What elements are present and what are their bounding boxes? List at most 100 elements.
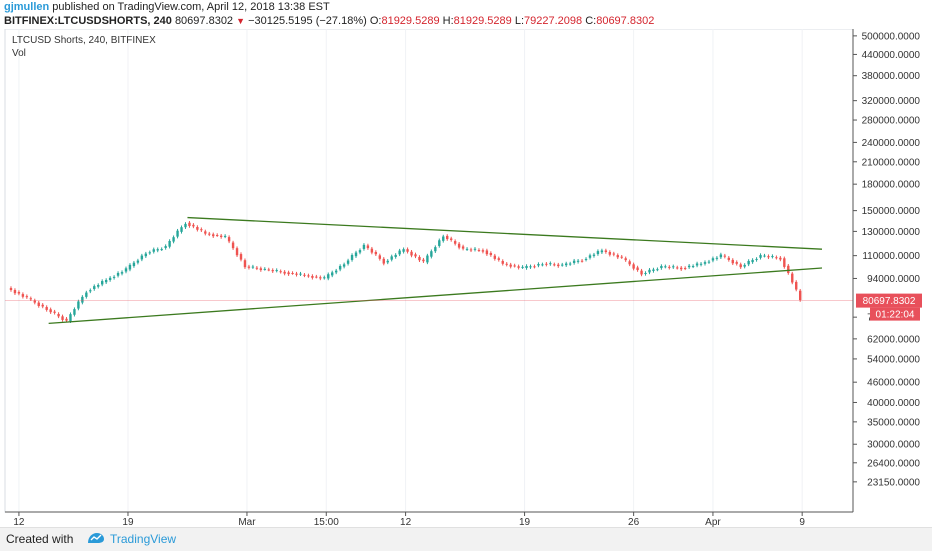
candle-body xyxy=(477,249,481,251)
candle-body xyxy=(251,266,255,268)
y-tick-label: 150000.0000 xyxy=(862,206,921,217)
candle-body xyxy=(41,304,44,307)
candle-body xyxy=(588,255,592,258)
candle-body xyxy=(81,296,84,303)
candle-body xyxy=(275,270,278,272)
candle-body xyxy=(196,226,199,230)
candle-body xyxy=(715,257,719,259)
candle-body xyxy=(787,265,790,274)
candle-body xyxy=(557,264,560,267)
y-tick-label: 35000.0000 xyxy=(867,417,920,428)
candle-body xyxy=(176,230,179,237)
candle-body xyxy=(29,298,33,300)
candle-body xyxy=(624,258,627,261)
candle-body xyxy=(77,301,80,309)
candle-body xyxy=(549,263,552,265)
tradingview-brand-link[interactable]: TradingView xyxy=(110,532,177,546)
candle-body xyxy=(323,277,326,279)
candle-body xyxy=(69,314,72,322)
candle-body xyxy=(148,252,151,254)
candle-body xyxy=(9,288,13,291)
y-tick-label: 440000.0000 xyxy=(862,50,921,61)
candle-body xyxy=(672,266,675,268)
candle-body xyxy=(192,224,195,227)
time-axis[interactable]: 12 19 Mar 15:00 12 19 26 Apr 9 xyxy=(13,512,805,528)
candles xyxy=(9,220,802,324)
candle-body xyxy=(699,263,703,265)
candle-body xyxy=(707,261,711,263)
candle-body xyxy=(319,277,322,279)
candle-body xyxy=(346,260,350,264)
candle-body xyxy=(648,269,651,273)
candle-body xyxy=(572,260,576,263)
candle-body xyxy=(188,222,191,227)
candle-body xyxy=(723,255,727,257)
tradingview-logo-icon[interactable] xyxy=(86,531,106,545)
candle-body xyxy=(283,271,286,274)
y-tick-label: 500000.0000 xyxy=(862,31,921,42)
candle-body xyxy=(334,270,338,273)
high-label: H: xyxy=(442,15,454,27)
candle-body xyxy=(33,300,36,303)
close-value: 80697.8302 xyxy=(596,15,655,27)
candle-body xyxy=(683,268,687,270)
candle-body xyxy=(553,264,556,266)
candle-body xyxy=(759,255,762,258)
candle-body xyxy=(596,251,600,255)
candle-body xyxy=(307,275,310,277)
candle-body xyxy=(132,262,136,267)
candle-body xyxy=(584,258,588,260)
upper-trendline[interactable] xyxy=(187,216,823,250)
trendlines[interactable] xyxy=(5,216,853,324)
last-price-tag xyxy=(856,293,922,308)
legend-vol: Vol xyxy=(12,48,26,59)
candle-body xyxy=(656,269,659,271)
candle-body xyxy=(505,263,508,265)
price-axis[interactable]: 500000.0000 440000.0000 380000.0000 320000.… xyxy=(853,31,920,488)
candle-body xyxy=(751,259,754,263)
candle-body xyxy=(164,246,167,248)
candle-body xyxy=(37,302,40,306)
candle-body xyxy=(402,249,405,252)
y-tick-label: 23150.0000 xyxy=(867,477,920,488)
candle-body xyxy=(418,256,421,261)
candle-body xyxy=(291,273,294,275)
candle-body xyxy=(382,258,385,264)
candle-body xyxy=(61,316,64,320)
candle-body xyxy=(442,236,445,241)
candle-body xyxy=(422,259,425,262)
candle-body xyxy=(779,257,782,260)
candle-body xyxy=(93,286,96,290)
candle-body xyxy=(358,250,362,253)
publish-info: published on TradingView.com, April 12, … xyxy=(52,1,330,13)
candle-body xyxy=(727,257,731,260)
y-tick-label: 180000.0000 xyxy=(862,180,921,191)
candle-body xyxy=(108,277,112,281)
candle-body xyxy=(668,266,671,268)
candle-body xyxy=(771,256,774,258)
candle-body xyxy=(687,265,691,268)
close-label: C: xyxy=(585,15,597,27)
lower-trendline[interactable] xyxy=(48,267,823,324)
y-tick-label: 54000.0000 xyxy=(867,354,920,365)
candle-body xyxy=(227,237,231,242)
candle-body xyxy=(406,249,409,252)
y-tick-label: 62000.0000 xyxy=(867,334,920,345)
chart-area[interactable]: 500000.0000 440000.0000 380000.0000 320000.… xyxy=(0,28,932,528)
candle-body xyxy=(763,255,766,257)
price-chart[interactable]: 500000.0000 440000.0000 380000.0000 320000.… xyxy=(0,28,932,528)
candle-body xyxy=(398,250,401,255)
candle-body xyxy=(120,272,124,274)
candle-body xyxy=(223,235,227,237)
x-tick-label: 26 xyxy=(628,517,640,527)
candle-body xyxy=(604,250,608,252)
y-tick-label: 320000.0000 xyxy=(862,96,921,107)
author-name[interactable]: gjmullen xyxy=(4,1,50,13)
candle-body xyxy=(124,268,128,272)
grid xyxy=(18,29,803,512)
candle-body xyxy=(53,311,56,313)
y-tick-label: 130000.0000 xyxy=(862,227,921,238)
x-tick-label: 12 xyxy=(13,517,25,527)
candle-body xyxy=(561,264,564,266)
candle-body xyxy=(13,290,17,294)
